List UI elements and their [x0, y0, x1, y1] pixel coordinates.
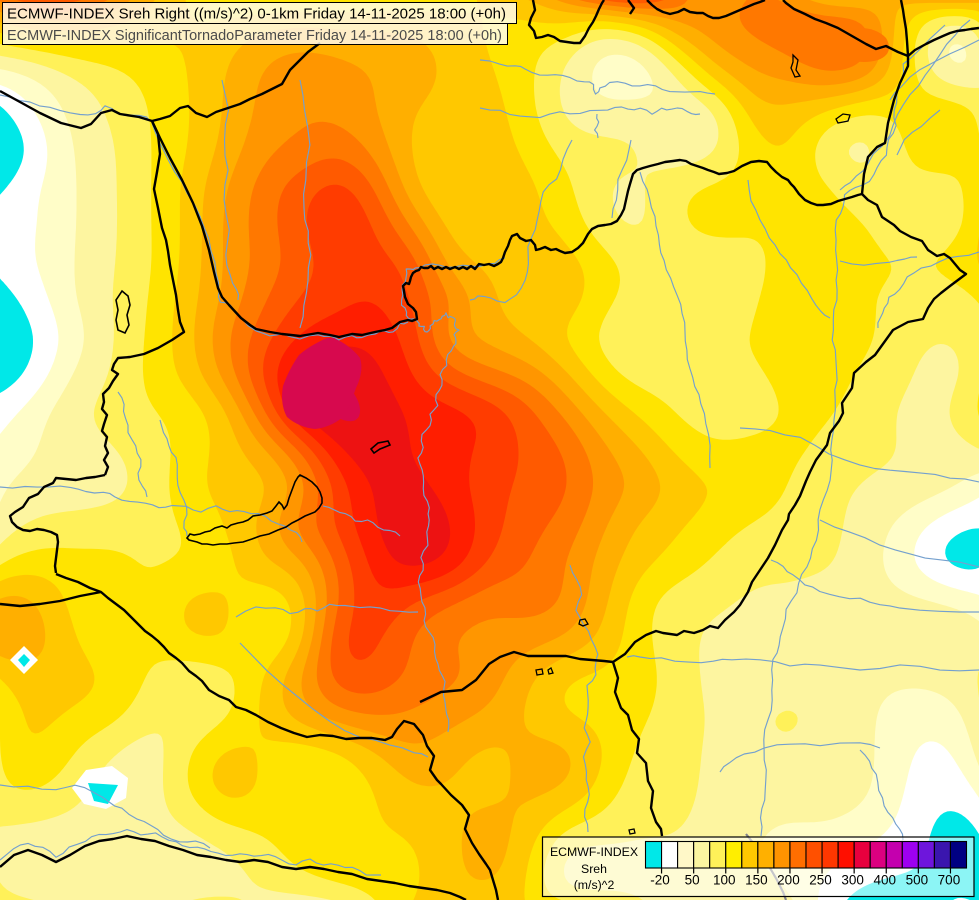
svg-text:700: 700	[938, 873, 961, 888]
svg-text:(m/s)^2: (m/s)^2	[574, 878, 615, 892]
svg-text:ECMWF-INDEX: ECMWF-INDEX	[550, 845, 638, 859]
svg-text:200: 200	[777, 873, 800, 888]
svg-text:400: 400	[873, 873, 896, 888]
svg-text:Sreh: Sreh	[581, 862, 607, 876]
svg-text:50: 50	[685, 873, 700, 888]
svg-text:250: 250	[809, 873, 832, 888]
svg-text:ECMWF-INDEX SignificantTornado: ECMWF-INDEX SignificantTornadoParameter …	[7, 28, 502, 44]
svg-text:100: 100	[713, 873, 736, 888]
svg-text:ECMWF-INDEX Sreh Right ((m/s)^: ECMWF-INDEX Sreh Right ((m/s)^2) 0-1km F…	[7, 6, 506, 23]
svg-text:500: 500	[906, 873, 929, 888]
svg-text:300: 300	[841, 873, 864, 888]
svg-text:-20: -20	[650, 873, 670, 888]
svg-text:150: 150	[745, 873, 768, 888]
